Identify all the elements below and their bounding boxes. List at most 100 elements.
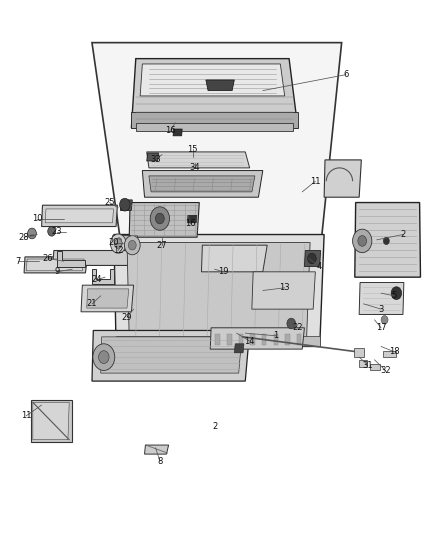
Polygon shape (201, 245, 267, 272)
Text: 23: 23 (52, 228, 62, 236)
Text: 6: 6 (343, 70, 349, 79)
Bar (297, 334, 301, 345)
Text: 15: 15 (187, 145, 198, 154)
Text: 4: 4 (317, 262, 322, 271)
Text: 16: 16 (185, 220, 196, 228)
Polygon shape (31, 400, 72, 442)
Text: 16: 16 (166, 126, 176, 135)
Text: 28: 28 (19, 233, 29, 241)
Text: 32: 32 (380, 366, 391, 375)
Polygon shape (92, 269, 114, 284)
Polygon shape (252, 272, 315, 309)
Text: 11: 11 (21, 411, 32, 420)
Polygon shape (210, 328, 304, 349)
Text: 2: 2 (400, 230, 406, 239)
Bar (239, 334, 243, 345)
Circle shape (155, 213, 164, 224)
Text: 29: 29 (122, 313, 132, 321)
Circle shape (117, 238, 122, 244)
Polygon shape (101, 337, 242, 373)
Polygon shape (140, 64, 285, 96)
Text: 25: 25 (104, 198, 115, 207)
Bar (215, 334, 220, 345)
Polygon shape (355, 203, 420, 277)
Polygon shape (206, 80, 234, 91)
Polygon shape (120, 200, 132, 211)
Bar (285, 334, 290, 345)
Text: 21: 21 (87, 300, 97, 308)
Circle shape (150, 207, 170, 230)
Polygon shape (149, 176, 255, 192)
Text: 1: 1 (273, 332, 279, 340)
Text: 24: 24 (91, 276, 102, 284)
Circle shape (120, 198, 130, 211)
Bar (251, 334, 255, 345)
Polygon shape (147, 152, 250, 168)
Text: 7: 7 (15, 257, 20, 265)
Circle shape (28, 228, 36, 239)
Polygon shape (92, 43, 342, 256)
Text: 10: 10 (32, 214, 42, 223)
Circle shape (114, 239, 122, 248)
Bar (227, 334, 232, 345)
Polygon shape (33, 402, 69, 440)
Text: 34: 34 (190, 164, 200, 172)
Polygon shape (324, 160, 361, 197)
Circle shape (307, 253, 316, 264)
Polygon shape (145, 445, 169, 454)
Bar (262, 334, 266, 345)
Text: 19: 19 (218, 268, 229, 276)
Polygon shape (187, 215, 197, 223)
Circle shape (287, 318, 296, 329)
Text: 2: 2 (212, 422, 217, 431)
Polygon shape (173, 129, 182, 136)
Bar (354, 348, 364, 357)
Text: 8: 8 (157, 457, 162, 465)
Text: 5: 5 (392, 292, 397, 300)
Polygon shape (131, 112, 298, 128)
Polygon shape (114, 235, 324, 346)
Polygon shape (112, 236, 138, 244)
Polygon shape (142, 171, 263, 197)
Polygon shape (359, 282, 404, 314)
Polygon shape (304, 251, 321, 266)
Polygon shape (131, 59, 298, 128)
Polygon shape (87, 289, 129, 308)
Circle shape (391, 287, 402, 300)
Polygon shape (26, 259, 84, 271)
Text: 20: 20 (109, 238, 119, 247)
Circle shape (99, 351, 109, 364)
Text: 11: 11 (310, 177, 321, 185)
Polygon shape (147, 153, 159, 161)
Bar (274, 334, 278, 345)
Polygon shape (81, 285, 134, 312)
Bar (383, 351, 396, 357)
Circle shape (93, 344, 115, 370)
Circle shape (383, 237, 389, 245)
Text: 17: 17 (376, 324, 386, 332)
Polygon shape (127, 243, 310, 338)
Polygon shape (136, 123, 293, 131)
Bar (359, 360, 367, 367)
Circle shape (124, 236, 140, 255)
Polygon shape (116, 336, 320, 346)
Text: 18: 18 (389, 348, 399, 356)
Circle shape (110, 234, 126, 253)
Polygon shape (92, 330, 250, 381)
Polygon shape (234, 344, 244, 353)
Circle shape (358, 236, 367, 246)
Text: 27: 27 (157, 241, 167, 249)
Polygon shape (24, 257, 88, 273)
Text: 13: 13 (279, 284, 290, 292)
Text: 26: 26 (43, 254, 53, 263)
Polygon shape (42, 205, 117, 227)
Polygon shape (53, 251, 139, 265)
Text: 12: 12 (113, 246, 124, 255)
Text: 33: 33 (150, 156, 161, 164)
Text: 14: 14 (244, 337, 255, 345)
Polygon shape (57, 251, 85, 266)
Bar (370, 364, 380, 370)
Polygon shape (45, 209, 113, 223)
Text: 3: 3 (378, 305, 384, 313)
Text: 9: 9 (54, 268, 60, 276)
